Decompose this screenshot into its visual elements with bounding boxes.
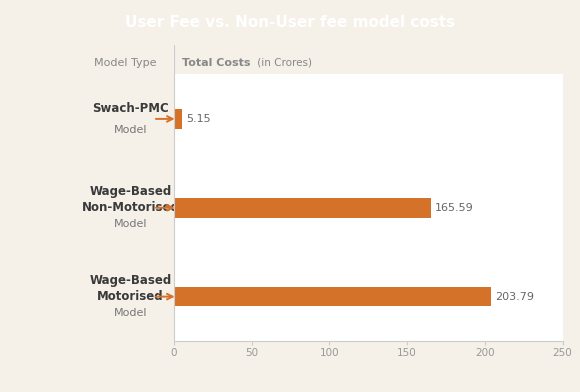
Bar (174, 293, 491, 300)
Text: (in Crores): (in Crores) (253, 58, 311, 68)
Text: 165.59: 165.59 (435, 203, 474, 213)
Bar (174, 287, 491, 307)
Text: User Fee vs. Non-User fee model costs: User Fee vs. Non-User fee model costs (125, 15, 455, 30)
Text: Total Costs: Total Costs (182, 58, 251, 68)
Text: Non-Motorised: Non-Motorised (82, 201, 179, 214)
Text: Model: Model (114, 125, 147, 134)
Text: 5.15: 5.15 (186, 114, 211, 124)
Text: Model: Model (114, 219, 147, 229)
Text: Model Type: Model Type (94, 58, 157, 68)
Bar (174, 204, 432, 211)
Text: Wage-Based: Wage-Based (89, 185, 172, 198)
Text: Swach-PMC: Swach-PMC (92, 102, 169, 115)
Text: 203.79: 203.79 (495, 292, 534, 301)
Bar (174, 109, 182, 129)
Text: Wage-Based: Wage-Based (89, 274, 172, 287)
Bar (174, 198, 432, 218)
Bar (174, 115, 182, 122)
Text: Model: Model (114, 308, 147, 318)
Text: Motorised: Motorised (97, 290, 164, 303)
